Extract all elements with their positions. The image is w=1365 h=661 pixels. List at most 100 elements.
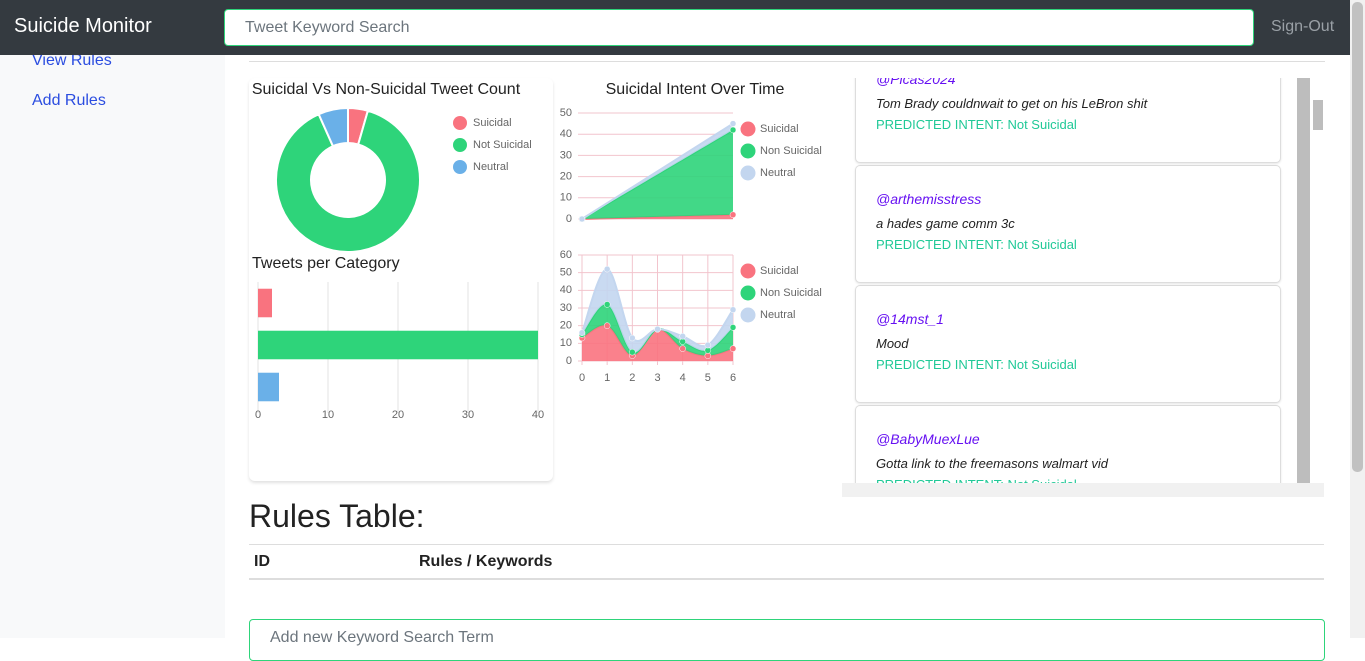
legend-label: Neutral: [760, 167, 795, 179]
tweet-card: @14mst_1 Mood PREDICTED INTENT: Not Suicid…: [855, 285, 1281, 403]
x-tick-label: 5: [705, 372, 711, 384]
point: [629, 334, 636, 342]
point: [729, 345, 737, 352]
legend-label: Suicidal: [760, 123, 799, 135]
x-tick-label: 0: [579, 372, 585, 384]
legend-marker: [739, 306, 757, 324]
sidebar: View Rules Add Rules: [0, 0, 225, 638]
tweet-intent: PREDICTED INTENT: Not Suicidal: [876, 117, 1077, 132]
page-scroll-thumb[interactable]: [1352, 2, 1363, 472]
legend-label: Not Suicidal: [473, 139, 532, 151]
y-tick-label: 50: [560, 107, 572, 119]
point: [654, 325, 661, 333]
point: [578, 215, 586, 223]
legend-marker: [739, 284, 757, 302]
legend-label: Non Suicidal: [760, 287, 822, 299]
add-rule-input[interactable]: Add new Keyword Search Term: [249, 619, 1325, 661]
scroll-thumb[interactable]: [1313, 100, 1323, 130]
y-tick-label: 0: [566, 355, 572, 367]
x-tick-label: 40: [532, 409, 544, 421]
search-placeholder: Tweet Keyword Search: [245, 19, 410, 36]
y-tick-label: 60: [560, 249, 572, 261]
y-tick-label: 40: [560, 128, 572, 140]
point: [704, 341, 712, 349]
legend-marker: [739, 120, 757, 138]
tweet-handle[interactable]: @BabyMuexLue: [876, 431, 980, 447]
y-tick-label: 40: [560, 284, 572, 296]
column-header: Rules / Keywords: [419, 553, 553, 570]
signout-link[interactable]: Sign-Out: [1271, 18, 1335, 35]
scrollbar[interactable]: [842, 483, 1324, 497]
add-rule-placeholder: Add new Keyword Search Term: [270, 629, 494, 646]
tweet-intent: PREDICTED INTENT: Not Suicidal: [876, 357, 1077, 372]
y-tick-label: 30: [560, 149, 572, 161]
point: [679, 345, 686, 352]
tweet-handle[interactable]: @arthemisstress: [876, 191, 982, 207]
x-tick-label: 6: [730, 372, 736, 384]
tweet-intent: PREDICTED INTENT: Not Suicidal: [876, 237, 1077, 252]
tweet-feed: @BabyMuexLue Gotta link to the freemasons…: [842, 78, 1324, 497]
pie-slice: [275, 109, 421, 253]
bar: [258, 288, 272, 318]
tweet-handle[interactable]: @14mst_1: [876, 311, 944, 327]
y-tick-label: 20: [560, 171, 572, 183]
point: [578, 329, 586, 336]
tweet-text: a hades game comm 3c: [876, 216, 1015, 231]
pie-slice: [317, 106, 349, 148]
y-tick-label: 30: [560, 302, 572, 314]
area: [582, 304, 733, 356]
tweet-handle[interactable]: @Picas2024: [876, 78, 956, 87]
tweet-card: @BabyMuexLue Gotta link to the freemasons…: [855, 405, 1281, 497]
brand[interactable]: Suicide Monitor: [14, 15, 152, 37]
point: [679, 333, 686, 340]
legend-label: Neutral: [760, 309, 795, 321]
point: [729, 306, 737, 314]
scrollbar[interactable]: [1297, 78, 1310, 483]
y-tick-label: 0: [566, 213, 572, 225]
legend-label: Non Suicidal: [760, 145, 822, 157]
chart-title: Tweets per Category: [252, 255, 400, 272]
x-tick-label: 2: [629, 372, 635, 384]
tweet-card: @arthemisstress a hades game comm 3c PREDI…: [855, 165, 1281, 283]
y-tick-label: 20: [560, 320, 572, 332]
legend-marker: [739, 262, 757, 280]
point: [729, 126, 737, 134]
legend-marker: [739, 142, 757, 160]
search-input[interactable]: Tweet Keyword Search: [224, 9, 1254, 46]
area: [582, 325, 733, 361]
rules-title: Rules Table:: [249, 498, 425, 534]
legend-marker: [453, 138, 467, 152]
point: [603, 301, 611, 308]
x-tick-label: 3: [654, 372, 660, 384]
point: [603, 265, 611, 273]
y-tick-label: 50: [560, 267, 572, 279]
bar: [258, 330, 538, 360]
x-tick-label: 4: [680, 372, 686, 384]
chart-title: Suicidal Intent Over Time: [606, 81, 785, 98]
legend-marker: [453, 160, 467, 174]
navbar: Suicide Monitor Tweet Keyword Search Sig…: [0, 0, 1350, 55]
tweet-text: Gotta link to the freemasons walmart vid: [876, 456, 1108, 471]
tweet-text: Mood: [876, 336, 909, 351]
tweet-text: Tom Brady couldnwait to get on his LeBro…: [876, 96, 1148, 111]
charts: Suicidal Vs Non-Suicidal Tweet Count Suic…: [252, 81, 822, 421]
chart-title: Suicidal Vs Non-Suicidal Tweet Count: [252, 81, 521, 98]
add-rules-link[interactable]: Add Rules: [32, 92, 106, 109]
legend-label: Suicidal: [473, 117, 512, 129]
y-tick-label: 10: [560, 337, 572, 349]
point: [729, 120, 737, 127]
x-tick-label: 10: [322, 409, 334, 421]
line: [581, 122, 734, 220]
x-tick-label: 1: [604, 372, 610, 384]
table-header: ID Rules / Keywords: [249, 544, 1324, 580]
divider: [249, 61, 1325, 62]
point: [629, 348, 636, 356]
legend-marker: [739, 164, 757, 182]
view-rules-link[interactable]: View Rules: [32, 52, 112, 69]
x-tick-label: 30: [462, 409, 474, 421]
x-tick-label: 0: [255, 409, 261, 421]
point: [603, 322, 611, 329]
legend-label: Suicidal: [760, 265, 799, 277]
point: [729, 324, 737, 331]
